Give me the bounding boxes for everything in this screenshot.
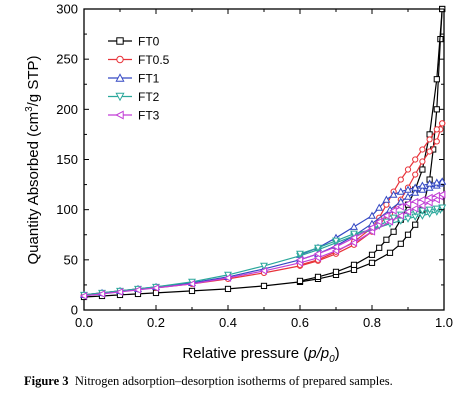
legend-marker-ft0-5 xyxy=(117,56,123,62)
x-tick-label: 1.0 xyxy=(435,315,453,330)
data-point-ft0-5-adsorption xyxy=(434,139,439,144)
data-point-ft0-5-adsorption xyxy=(420,159,425,164)
legend-marker-ft0 xyxy=(117,38,123,44)
data-point-ft0-desorption xyxy=(369,252,374,257)
legend-item-ft2: FT2 xyxy=(108,90,160,104)
y-axis-title: Quantity Absorbed (cm3/g STP) xyxy=(24,56,42,265)
data-point-ft0-adsorption xyxy=(261,283,266,288)
data-point-ft0-desorption xyxy=(297,278,302,283)
legend-label: FT0.5 xyxy=(138,53,170,67)
data-point-ft0-desorption xyxy=(377,245,382,250)
y-tick-label: 50 xyxy=(64,252,78,267)
data-point-ft3-desorption xyxy=(427,195,433,201)
caption-label: Figure 3 xyxy=(24,374,69,388)
legend-label: FT2 xyxy=(138,90,160,104)
legend-label: FT3 xyxy=(138,109,160,123)
data-point-ft0-adsorption xyxy=(434,107,439,112)
data-point-ft0-adsorption xyxy=(225,286,230,291)
data-point-ft0-adsorption xyxy=(369,260,374,265)
legend: FT0 FT0.5 FT1 FT2 FT3 xyxy=(108,35,170,123)
y-tick-label: 0 xyxy=(71,303,78,318)
data-point-ft0-adsorption xyxy=(405,232,410,237)
legend-item-ft3: FT3 xyxy=(108,109,160,123)
data-point-ft0-adsorption xyxy=(189,288,194,293)
x-tick-label: 0.6 xyxy=(291,315,309,330)
data-point-ft0-5-desorption xyxy=(398,177,403,182)
series-ft1 xyxy=(81,178,445,297)
legend-item-ft0: FT0 xyxy=(108,35,160,49)
x-tick-label: 0.4 xyxy=(219,315,237,330)
data-point-ft0-desorption xyxy=(333,269,338,274)
ticks-group: 0.0 0.2 0.4 0.6 0.8 1.0 0 50 100 150 200 250 300 xyxy=(56,2,453,331)
data-point-ft0-5-desorption xyxy=(420,147,425,152)
data-point-ft0-5-desorption xyxy=(405,167,410,172)
data-point-ft3-desorption xyxy=(419,197,425,203)
y-tick-label: 150 xyxy=(56,152,78,167)
caption-text: Nitrogen adsorption–desorption isotherms… xyxy=(75,374,393,388)
data-point-ft0-adsorption xyxy=(413,222,418,227)
series-line-ft0-desorption xyxy=(300,9,442,281)
y-tick-label: 300 xyxy=(56,2,78,17)
data-point-ft0-desorption xyxy=(391,229,396,234)
legend-marker-ft3 xyxy=(116,111,123,118)
y-tick-label: 250 xyxy=(56,52,78,67)
data-point-ft0-adsorption xyxy=(398,241,403,246)
data-point-ft0-adsorption xyxy=(387,250,392,255)
x-tick-label: 0.2 xyxy=(147,315,165,330)
isotherm-chart: 0.0 0.2 0.4 0.6 0.8 1.0050100150200250300 FT0… xyxy=(0,0,469,370)
y-tick-label: 100 xyxy=(56,202,78,217)
data-point-ft0-5-adsorption xyxy=(427,149,432,154)
data-point-ft1-adsorption xyxy=(405,194,411,200)
figure-caption: Figure 3 Nitrogen adsorption–desorption … xyxy=(24,374,464,389)
series-line-ft0-5-desorption xyxy=(300,123,442,265)
data-point-ft0-5-desorption xyxy=(384,202,389,207)
y-tick-label: 200 xyxy=(56,102,78,117)
data-point-ft0-5-adsorption xyxy=(413,172,418,177)
legend-item-ft1: FT1 xyxy=(108,72,160,86)
data-point-ft0-desorption xyxy=(315,274,320,279)
series-group xyxy=(81,6,445,299)
data-point-ft0-5-desorption xyxy=(427,137,432,142)
data-point-ft0-desorption xyxy=(420,167,425,172)
data-point-ft1-desorption xyxy=(351,224,357,230)
data-point-ft0-adsorption xyxy=(351,267,356,272)
data-point-ft3-desorption xyxy=(412,199,418,205)
data-point-ft0-desorption xyxy=(351,262,356,267)
data-point-ft0-5-desorption xyxy=(440,121,445,126)
legend-label: FT0 xyxy=(138,35,160,49)
series-ft0 xyxy=(81,6,444,299)
data-point-ft0-5-desorption xyxy=(413,157,418,162)
x-tick-label: 0.8 xyxy=(363,315,381,330)
legend-item-ft0-5: FT0.5 xyxy=(108,53,170,67)
data-point-ft0-desorption xyxy=(384,237,389,242)
data-point-ft0-desorption xyxy=(434,77,439,82)
x-axis-title: Relative pressure (p/p0) xyxy=(182,345,339,365)
legend-label: FT1 xyxy=(138,72,160,86)
data-point-ft0-5-desorption xyxy=(434,127,439,132)
